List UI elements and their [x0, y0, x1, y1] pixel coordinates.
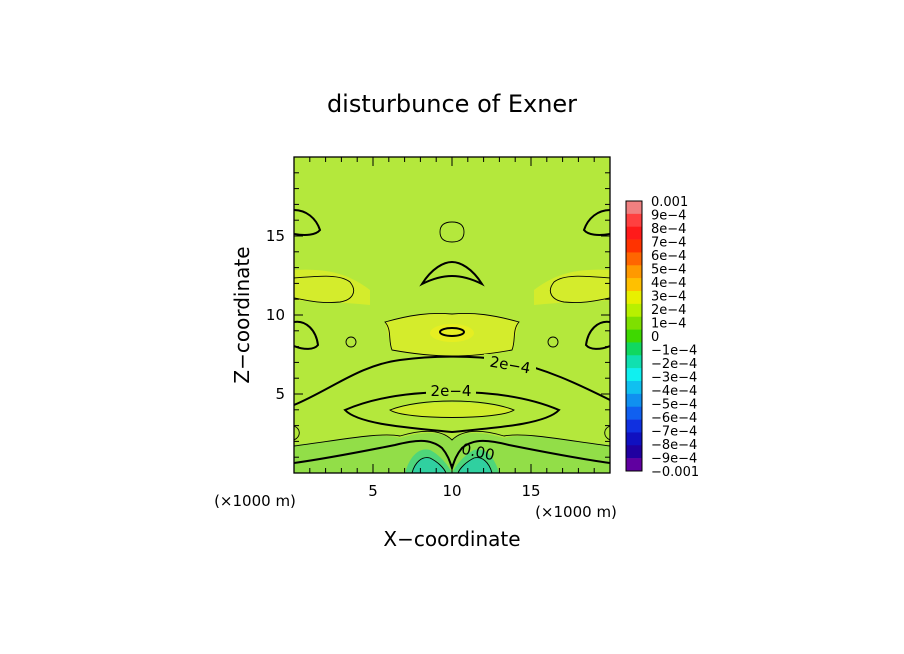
colorbar-swatch — [626, 419, 642, 433]
colorbar-label: −7e−4 — [651, 425, 697, 440]
field-upper-band — [534, 269, 610, 305]
contour-line-thin — [457, 457, 493, 473]
colorbar-swatch — [626, 432, 642, 446]
colorbar-label: −2e−4 — [651, 357, 697, 372]
colorbar-label: −1e−4 — [651, 344, 697, 359]
y-tick-label: 15 — [266, 227, 285, 245]
colorbar-label: 9e−4 — [651, 209, 686, 224]
contour-line-thin — [411, 457, 447, 473]
contour-line — [294, 320, 320, 350]
colorbar-swatch — [626, 278, 642, 292]
colorbar-swatch — [626, 252, 642, 266]
colorbar-swatch — [626, 226, 642, 240]
contour-line — [294, 355, 610, 406]
colorbar-swatch — [626, 265, 642, 279]
colorbar-swatch — [626, 406, 642, 420]
colorbar-swatch — [626, 381, 642, 395]
colorbar-swatch — [626, 316, 642, 330]
y-tick-label: 10 — [266, 306, 285, 324]
colorbar-frame — [625, 200, 643, 472]
contour-line-thin — [550, 275, 610, 303]
colorbar-label: 0 — [651, 330, 659, 345]
field-lower-core — [390, 402, 514, 418]
colorbar-label: −3e−4 — [651, 371, 697, 386]
colorbar-label: −5e−4 — [651, 398, 697, 413]
colorbar-label: −0.001 — [651, 465, 699, 480]
x-axis-label: X−coordinate — [383, 527, 520, 551]
colorbar-swatch — [626, 355, 642, 369]
contour-line — [584, 320, 610, 350]
colorbar-label: 1e−4 — [651, 317, 686, 332]
chart-title: disturbunce of Exner — [327, 90, 577, 118]
contour-line-thin — [604, 425, 610, 441]
colorbar-swatch — [626, 213, 642, 228]
contour-line-thin — [294, 430, 610, 447]
contour-line-thin — [389, 400, 515, 418]
contour-line — [439, 327, 465, 337]
axis-ticks — [294, 157, 610, 473]
colorbar-swatch — [626, 239, 642, 253]
x-tick-label: 15 — [521, 482, 540, 500]
colorbar-swatch — [626, 368, 642, 382]
colorbar-label: 8e−4 — [651, 222, 686, 237]
y-tick-label: 5 — [275, 385, 285, 403]
colorbar-label: −4e−4 — [651, 384, 697, 399]
colorbar-swatch — [626, 201, 642, 215]
colorbar-swatch — [626, 445, 642, 459]
colorbar-swatch — [626, 291, 642, 305]
contour-line-thin — [345, 336, 357, 348]
x-tick-label: 10 — [442, 482, 461, 500]
y-unit-label: (×1000 m) — [214, 492, 296, 510]
colorbar-swatch — [626, 342, 642, 356]
contour-label: 2e−4 — [431, 382, 472, 400]
colorbar-label: 6e−4 — [651, 249, 686, 264]
colorbar-label: 4e−4 — [651, 276, 686, 291]
colorbar-swatch — [626, 458, 642, 472]
contour-line — [294, 209, 322, 236]
y-axis-label: Z−coordinate — [230, 246, 254, 383]
colorbar — [625, 200, 643, 472]
x-unit-label: (×1000 m) — [535, 503, 617, 521]
contour-line-thin — [384, 312, 520, 357]
field-upper-band — [294, 269, 370, 305]
colorbar-label: 0.001 — [651, 195, 688, 210]
colorbar-swatch — [626, 329, 642, 343]
plot-field: 2e−4 2e−4 0.00 — [294, 157, 610, 473]
colorbar-label: −8e−4 — [651, 438, 697, 453]
colorbar-label: −6e−4 — [651, 411, 697, 426]
contour-line-thin — [547, 336, 559, 348]
colorbar-swatch — [626, 393, 642, 408]
contour-line-thin — [439, 221, 465, 243]
x-tick-label: 5 — [368, 482, 378, 500]
field-central-core — [430, 324, 474, 342]
colorbar-label: −9e−4 — [651, 452, 697, 467]
contour-line-thin — [294, 275, 354, 303]
colorbar-swatch — [626, 303, 642, 318]
colorbar-label: 5e−4 — [651, 263, 686, 278]
colorbar-labels: 0.0019e−48e−47e−46e−45e−44e−43e−42e−41e−… — [651, 195, 699, 480]
colorbar-label: 2e−4 — [651, 303, 686, 318]
contour-line-thin — [294, 425, 300, 441]
contour-line — [582, 209, 610, 236]
colorbar-label: 3e−4 — [651, 290, 686, 305]
contour-line — [419, 260, 485, 287]
field-lower-band — [294, 433, 610, 473]
contour-line — [343, 390, 561, 434]
colorbar-label: 7e−4 — [651, 236, 686, 251]
